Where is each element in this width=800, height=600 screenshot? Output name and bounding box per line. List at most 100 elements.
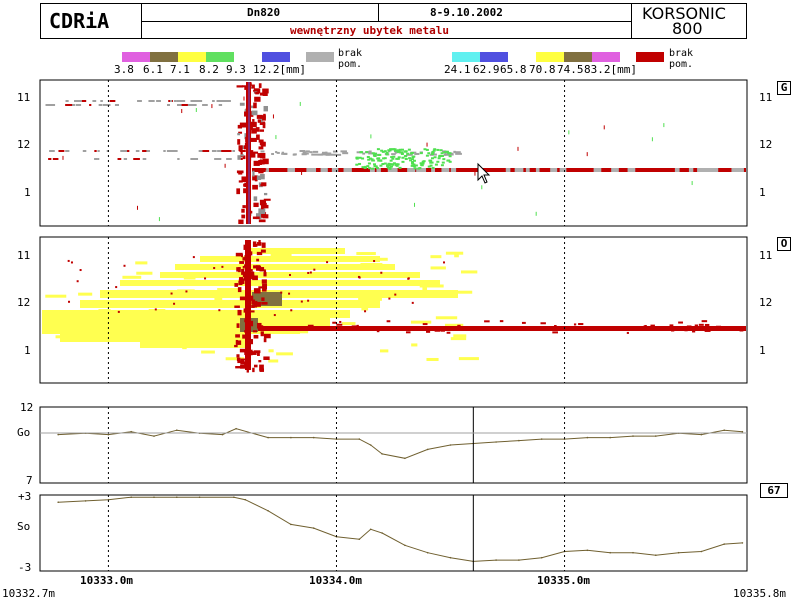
p1-spike	[238, 131, 243, 134]
p2-yellow-speck	[232, 314, 237, 318]
p1-green	[425, 148, 429, 151]
p2-spike	[258, 286, 265, 289]
p1-gray-seg	[697, 168, 703, 172]
p1-scatter	[226, 158, 232, 160]
p2-red-seg	[704, 329, 711, 332]
p1-scatter	[81, 100, 87, 102]
p1-scatter2	[321, 151, 326, 154]
p1-green	[436, 160, 440, 163]
p1-scatter	[144, 150, 150, 152]
p1-gray-seg	[712, 168, 719, 172]
p2-spike	[253, 364, 258, 368]
p2-yellow-speck	[379, 349, 389, 353]
p2-yellow-speck	[201, 350, 215, 354]
panel1-frame[interactable]	[39, 79, 748, 227]
p1-green	[388, 167, 392, 170]
p1-scatter2	[342, 152, 349, 155]
p2-dot	[313, 268, 316, 271]
p1-green	[431, 166, 435, 169]
p1-spike	[259, 92, 267, 96]
p1-green	[427, 165, 431, 168]
p2-dot	[213, 267, 216, 270]
p1-green	[371, 167, 375, 170]
p2-spike	[253, 288, 261, 294]
p2-spike	[242, 257, 246, 261]
p1-mark	[275, 135, 277, 140]
p2-red-seg	[692, 330, 696, 333]
p1-mark	[181, 109, 183, 114]
p1-spike	[259, 121, 266, 125]
p1-scatter	[163, 150, 166, 152]
p2-red-seg	[701, 320, 708, 323]
p2-yellow-9	[42, 326, 300, 334]
p2-yellow-speck	[268, 359, 279, 363]
p2-yellow-speck	[214, 297, 223, 301]
p2-yellow-speck	[454, 254, 459, 258]
p2-spike	[250, 320, 254, 327]
p1-green	[443, 151, 447, 154]
p1-gray-seg	[514, 168, 524, 172]
so-series-line-point-16	[404, 544, 406, 547]
legend-right-label-2: 65.8	[500, 63, 527, 76]
legend-left-swatch-4	[234, 52, 262, 62]
p2-dot	[245, 296, 248, 299]
p2-dot	[117, 310, 120, 313]
p1-green	[412, 165, 416, 168]
panel2-tag[interactable]: O	[777, 237, 791, 251]
p1-scatter2	[271, 152, 275, 155]
p1-spike	[237, 133, 241, 136]
so-series-line-point-31	[741, 542, 744, 544]
p1-scatter2	[433, 153, 437, 156]
p1-green	[374, 165, 378, 168]
p2-yellow-speck	[279, 264, 303, 268]
p1-green	[431, 157, 435, 160]
p1-scatter2	[317, 153, 323, 156]
so-series-line-point-3	[130, 496, 132, 499]
panel3-frame[interactable]	[39, 406, 748, 484]
p2-red-seg	[426, 330, 431, 333]
p1-green	[390, 165, 394, 168]
legend-right-swatch-3	[536, 52, 564, 62]
x-end-label: 10335.8m	[733, 587, 786, 600]
p1-mark	[301, 170, 303, 175]
so-series-line-point-8	[244, 498, 247, 501]
p1-green	[382, 157, 386, 160]
p2-dot	[380, 271, 383, 274]
p1-green	[440, 152, 444, 155]
p1-spike	[256, 175, 262, 180]
go-series-line-point-27	[655, 435, 657, 437]
p1-green	[376, 148, 380, 151]
p1-scatter	[147, 150, 151, 152]
legend-left-label-1: 6.1	[143, 63, 163, 76]
p1-green	[409, 152, 413, 155]
p2-dot	[307, 271, 310, 274]
p1-spike	[237, 155, 241, 160]
p1-gray-seg	[535, 168, 540, 172]
p2-spike	[246, 369, 249, 373]
legend-left-label-2: 7.1	[170, 63, 190, 76]
p1-spike	[241, 208, 245, 213]
p1-green	[423, 148, 427, 151]
panel4-frame[interactable]	[39, 494, 748, 572]
value-box: 67	[760, 483, 788, 498]
p2-right-tick-2: 1	[759, 344, 766, 357]
p2-yellow-speck	[450, 337, 467, 341]
legend-left-swatch-3	[206, 52, 234, 62]
p1-green	[441, 161, 445, 164]
go-series-line-point-13	[358, 438, 361, 440]
p2-red-seg	[650, 324, 655, 327]
p1-green	[395, 157, 399, 160]
p2-red-seg	[573, 323, 577, 326]
p1-green	[389, 159, 393, 162]
p1-scatter	[190, 158, 195, 160]
p1-green	[383, 162, 387, 165]
panel1-tag[interactable]: G	[777, 81, 791, 95]
p1-gray-seg	[731, 168, 743, 172]
p2-red-seg	[704, 323, 710, 326]
p2-spike	[261, 297, 265, 301]
p1-green	[367, 158, 371, 161]
p2-dot	[70, 261, 73, 264]
p2-spike	[236, 357, 241, 362]
p1-left-tick-0: 11	[17, 91, 31, 104]
